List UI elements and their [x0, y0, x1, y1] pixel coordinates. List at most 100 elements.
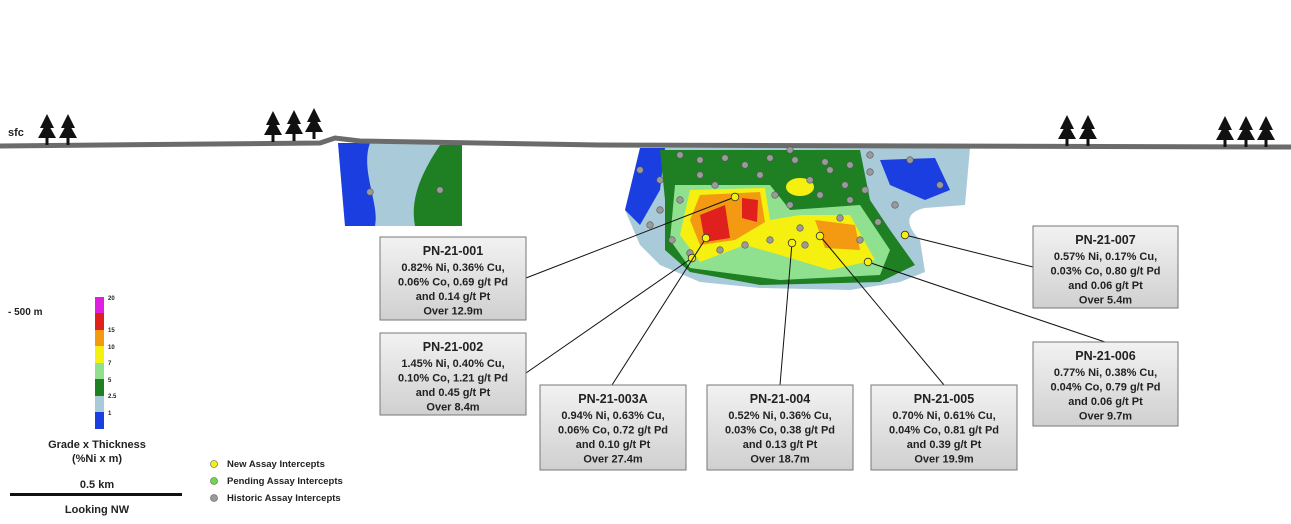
- callout-title: PN-21-006: [1075, 349, 1135, 363]
- grade-tick: 15: [108, 328, 115, 334]
- historic-point: [636, 166, 644, 174]
- historic-point: [668, 236, 676, 244]
- historic-point: [816, 191, 824, 199]
- callout-box: [1032, 341, 1179, 427]
- historic-point: [756, 171, 764, 179]
- historic-point: [656, 176, 664, 184]
- historic-point: [936, 181, 944, 189]
- historic-point: [891, 201, 899, 209]
- leader-line: [867, 261, 1106, 343]
- legend-title: Grade x Thickness: [48, 439, 146, 451]
- callout-box: [870, 384, 1018, 471]
- legend-label: New Assay Intercepts: [227, 459, 325, 470]
- historic-point: [786, 201, 794, 209]
- callout-title: PN-21-007: [1075, 233, 1135, 247]
- callouts: PN-21-001 0.82% Ni, 0.36% Cu, 0.06% Co, 0.…: [379, 225, 1179, 471]
- scale-label: 0.5 km: [80, 479, 114, 491]
- historic-point: [696, 171, 704, 179]
- leader-line: [819, 235, 945, 386]
- callout-box: [379, 236, 527, 321]
- grade-tick: 20: [108, 296, 115, 302]
- leader-line: [525, 257, 693, 374]
- view-label: Looking NW: [65, 504, 130, 516]
- main-zone: [625, 148, 970, 290]
- leader-line: [779, 242, 793, 386]
- legend-dot: [210, 494, 218, 502]
- grade-tick: 1: [108, 411, 112, 417]
- historic-point: [841, 181, 849, 189]
- historic-point: [866, 151, 874, 159]
- surface-label: sfc: [8, 127, 24, 139]
- grade-tick: 2.5: [108, 394, 117, 400]
- historic-point: [906, 156, 914, 164]
- callout-box: [706, 384, 854, 471]
- leader-line: [611, 237, 707, 386]
- grade-tick: 10: [108, 345, 115, 351]
- legend-label: Pending Assay Intercepts: [227, 476, 343, 487]
- callout-line: Over 18.7m: [750, 454, 810, 466]
- left-zone: [338, 143, 462, 226]
- callout-line: 0.04% Co, 0.79 g/t Pd: [1050, 382, 1160, 394]
- callout-line: Over 12.9m: [423, 306, 483, 318]
- leader-line: [904, 234, 1034, 268]
- grade-tick: 7: [108, 361, 112, 367]
- historic-point: [721, 154, 729, 162]
- historic-point: [716, 246, 724, 254]
- historic-point: [656, 206, 664, 214]
- historic-points: [366, 146, 944, 257]
- grade-tick: 5: [108, 378, 112, 384]
- callout-title: PN-21-005: [914, 392, 974, 406]
- historic-point: [646, 221, 654, 229]
- grade-bar: [95, 297, 104, 429]
- historic-point: [836, 214, 844, 222]
- legend-subtitle: (%Ni x m): [72, 453, 122, 465]
- historic-point: [741, 241, 749, 249]
- callout-line: and 0.06 g/t Pt: [1068, 396, 1143, 408]
- historic-point: [676, 151, 684, 159]
- callout-title: PN-21-004: [750, 392, 810, 406]
- historic-point: [861, 186, 869, 194]
- callout-line: 0.10% Co, 1.21 g/t Pd: [398, 373, 508, 385]
- callout-title: PN-21-001: [423, 244, 483, 258]
- depth-label: - 500 m: [8, 307, 43, 318]
- callout-line: 0.57% Ni, 0.17% Cu,: [1054, 251, 1157, 263]
- historic-point: [786, 146, 794, 154]
- historic-point: [874, 218, 882, 226]
- callout-title: PN-21-002: [423, 340, 483, 354]
- callout-line: Over 5.4m: [1079, 295, 1132, 307]
- historic-point: [826, 166, 834, 174]
- historic-point: [791, 156, 799, 164]
- callout-line: and 0.45 g/t Pt: [416, 387, 491, 399]
- historic-point: [436, 186, 444, 194]
- historic-point: [771, 191, 779, 199]
- new-assay-point: [787, 238, 797, 248]
- historic-point: [846, 196, 854, 204]
- callout-line: Over 9.7m: [1079, 411, 1132, 423]
- historic-point: [801, 241, 809, 249]
- historic-point: [676, 196, 684, 204]
- callout-line: 0.03% Co, 0.80 g/t Pd: [1050, 266, 1160, 278]
- new-assay-point: [730, 192, 740, 202]
- scale-bar: [10, 493, 182, 496]
- new-assay-point: [900, 230, 910, 240]
- new-assay-point: [701, 233, 711, 243]
- callout-line: and 0.14 g/t Pt: [416, 291, 491, 303]
- callout-box: [379, 332, 527, 416]
- callout-line: 0.70% Ni, 0.61% Cu,: [892, 410, 995, 422]
- callout-title: PN-21-003A: [578, 392, 647, 406]
- historic-point: [366, 188, 374, 196]
- point-legend: New Assay Intercepts Pending Assay Interc…: [210, 459, 343, 504]
- callout-line: and 0.06 g/t Pt: [1068, 280, 1143, 292]
- callout-line: and 0.10 g/t Pt: [576, 439, 651, 451]
- legend-label: Historic Assay Intercepts: [227, 493, 341, 504]
- callout-line: 0.94% Ni, 0.63% Cu,: [561, 410, 664, 422]
- historic-point: [766, 154, 774, 162]
- grade-ticks: 20 15 10 7 5 2.5 1: [108, 296, 117, 417]
- callout-line: and 0.39 g/t Pt: [907, 439, 982, 451]
- trees: [38, 108, 1275, 147]
- leader-line: [525, 196, 736, 279]
- surface-line: [0, 135, 1291, 150]
- callout-line: Over 8.4m: [426, 402, 479, 414]
- historic-point: [821, 158, 829, 166]
